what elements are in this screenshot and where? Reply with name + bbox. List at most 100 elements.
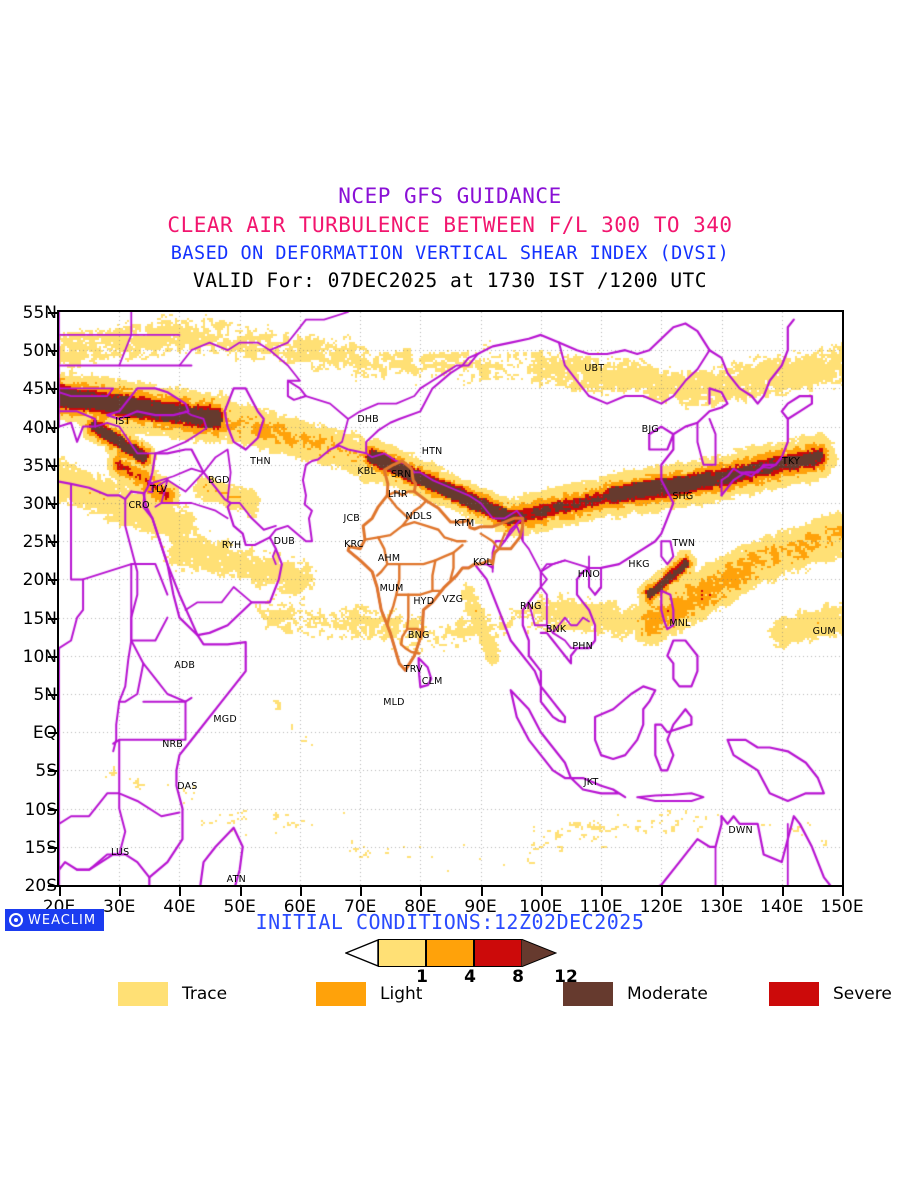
city-label: NRB <box>162 739 184 751</box>
city-label: TLV <box>150 483 168 495</box>
colorbar-tick: 1 <box>416 967 428 987</box>
lat-tick-label: 35N <box>22 455 57 476</box>
lat-tick-label: 15N <box>22 608 57 629</box>
lat-tick-mark <box>48 846 57 849</box>
city-label: ATN <box>226 873 246 885</box>
city-label: HTN <box>421 445 443 457</box>
lat-tick-mark <box>48 541 57 544</box>
title-block: NCEP GFS GUIDANCE CLEAR AIR TURBULENCE B… <box>0 182 900 295</box>
lon-tick-label: 90E <box>464 897 497 917</box>
lon-tick-label: 130E <box>699 897 744 917</box>
title-line-product: CLEAR AIR TURBULENCE BETWEEN F/L 300 TO … <box>167 213 733 237</box>
lat-tick-label: 15S <box>24 837 57 858</box>
lon-tick-label: 120E <box>639 897 683 917</box>
legend-item: Severe <box>769 982 892 1006</box>
lat-tick-label: 50N <box>22 341 57 362</box>
weaclim-ring-icon <box>9 913 23 927</box>
legend-swatch <box>118 982 168 1006</box>
lat-tick-mark <box>48 312 57 314</box>
longitude-axis: 20E 30E 40E 50E 60E 70E 80E 90E 100E 110E 120E 130E… <box>0 887 900 921</box>
lat-tick-label: 25N <box>22 532 57 553</box>
lat-tick-label: 55N <box>22 303 57 323</box>
city-label: LHR <box>388 488 408 500</box>
city-label: SRN <box>391 468 412 480</box>
lat-tick-label: 20S <box>24 876 57 896</box>
lat-tick-label: EQ <box>32 723 57 744</box>
city-label: LUS <box>110 846 130 858</box>
lon-tick-mark <box>420 887 423 896</box>
city-label: VZG <box>442 593 464 605</box>
colorbar-segment <box>426 939 474 967</box>
city-label: HNO <box>577 568 601 580</box>
legend-label: Severe <box>833 984 892 1004</box>
legend-label: Trace <box>182 984 228 1004</box>
city-label: SHG <box>672 490 694 502</box>
city-label: GUM <box>812 626 836 638</box>
lat-tick-label: 30N <box>22 494 57 514</box>
city-label: KRC <box>344 538 364 550</box>
weaclim-logo[interactable]: WEACLIM <box>5 909 105 931</box>
lon-tick-mark <box>540 887 543 896</box>
city-label: TRV <box>403 664 423 676</box>
city-label: JKT <box>583 776 599 788</box>
legend-swatch <box>769 982 819 1006</box>
city-label: RYH <box>221 540 242 552</box>
lon-tick-mark <box>781 887 784 896</box>
colorbar-segment <box>474 939 522 967</box>
legend-label: Moderate <box>627 984 708 1004</box>
lon-tick-label: 30E <box>103 897 136 917</box>
lat-tick-mark <box>48 808 57 811</box>
lon-tick-label: 140E <box>760 897 804 917</box>
city-label: ADB <box>174 660 196 672</box>
city-label: CLM <box>421 676 443 688</box>
lon-tick-label: 40E <box>163 897 196 917</box>
lon-tick-mark <box>601 887 604 896</box>
colorbar-tick: 8 <box>512 967 524 987</box>
lat-tick-mark <box>48 617 57 620</box>
city-label: MGD <box>213 713 237 725</box>
lon-tick-mark <box>59 887 61 896</box>
colorbar-under-arrow <box>345 939 379 967</box>
city-label: MLD <box>383 697 405 709</box>
lon-tick-mark <box>299 887 302 896</box>
lat-tick-mark <box>48 732 57 735</box>
lat-tick-label: 10N <box>22 646 57 667</box>
city-label: KBL <box>357 465 376 477</box>
city-label: CRO <box>128 500 150 511</box>
lon-tick-label: 60E <box>283 897 317 917</box>
city-label: KTM <box>454 517 475 529</box>
legend-item: Trace <box>118 982 227 1006</box>
colorbar-over-arrow <box>521 939 557 967</box>
lat-tick-mark <box>48 885 57 887</box>
legend-swatch <box>563 982 613 1006</box>
lat-tick-mark <box>48 503 57 505</box>
lat-tick-mark <box>48 464 57 467</box>
city-label: HYD <box>413 596 435 608</box>
lon-tick-mark <box>239 887 242 896</box>
city-label: JCB <box>343 512 361 524</box>
weaclim-logo-text: WEACLIM <box>28 912 97 928</box>
city-label: PHN <box>572 640 593 652</box>
lat-tick-label: 5N <box>33 685 57 705</box>
lat-tick-mark <box>48 388 57 391</box>
city-label: BNK <box>545 623 567 635</box>
city-label: DHB <box>357 413 379 425</box>
map-plot-area[interactable]: IST TLV CRO BGD THN RYH DUB ADB MGD NRB DAS LUS ATN D… <box>57 310 844 887</box>
city-label: TWN <box>672 538 696 550</box>
lon-tick-label: 70E <box>343 897 377 917</box>
lat-tick-label: 40N <box>22 417 57 438</box>
lat-tick-mark <box>48 770 57 773</box>
category-legend: Trace Light Moderate Severe <box>0 982 900 1008</box>
title-line-model: NCEP GFS GUIDANCE <box>338 184 562 208</box>
legend-swatch <box>316 982 366 1006</box>
city-label: DAS <box>177 781 198 793</box>
title-line-valid: VALID For: 07DEC2025 at 1730 IST /1200 U… <box>192 269 708 292</box>
lon-tick-mark <box>661 887 664 896</box>
city-label: UBT <box>584 363 605 375</box>
city-label: MNL <box>669 617 691 629</box>
colorbar-segment <box>378 939 426 967</box>
initial-conditions-text: INITIAL CONDITIONS:12Z02DEC2025 <box>255 910 645 934</box>
title-line-method: BASED ON DEFORMATION VERTICAL SHEAR INDE… <box>170 243 730 264</box>
city-label: NDLS <box>405 510 433 522</box>
city-label: IST <box>115 415 131 427</box>
